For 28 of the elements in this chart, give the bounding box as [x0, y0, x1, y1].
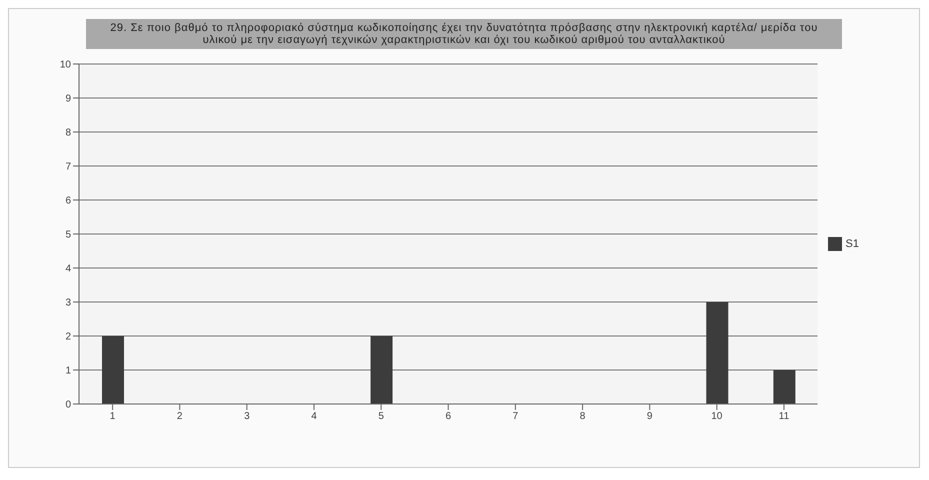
y-tick-label: 10: [60, 60, 72, 71]
x-tick-label: 4: [311, 411, 318, 422]
x-tick-label: 3: [244, 411, 250, 422]
y-tick-label: 2: [65, 332, 72, 343]
y-tick-label: 5: [65, 230, 72, 241]
bar: [773, 370, 796, 404]
y-tick-label: 3: [65, 298, 72, 309]
x-tick-label: 6: [445, 411, 452, 422]
legend-label: S1: [846, 238, 859, 250]
x-tick-label: 11: [778, 411, 790, 422]
y-tick-label: 8: [65, 128, 72, 139]
bar: [370, 336, 393, 404]
y-tick-label: 4: [65, 264, 72, 275]
x-tick-label: 2: [176, 411, 183, 422]
x-tick-label: 8: [580, 411, 586, 422]
x-tick-label: 9: [646, 411, 653, 422]
bar: [706, 302, 728, 404]
y-tick-label: 0: [65, 400, 72, 411]
x-tick-label: 5: [378, 411, 384, 422]
y-tick-label: 7: [65, 162, 72, 173]
y-tick-label: 6: [65, 196, 72, 207]
chart-title: 29. Σε ποιο βαθμό το πληροφοριακό σύστημα κωδικοποίησης έχει την δυνατότητα πρόσβασης στην ηλεκτρονική καρτέλα/ μερίδα του υλικού με την εισαγωγή τεχνικών χαρακτηριστικών και όχι του κωδικού αριθμού του ανταλλακτικού: [86, 19, 842, 49]
x-tick-label: 1: [110, 411, 116, 422]
x-tick-label: 7: [512, 411, 519, 422]
y-tick-label: 9: [65, 94, 72, 105]
y-tick-label: 1: [65, 366, 72, 377]
bar: [102, 336, 124, 404]
x-tick-label: 10: [711, 411, 723, 422]
